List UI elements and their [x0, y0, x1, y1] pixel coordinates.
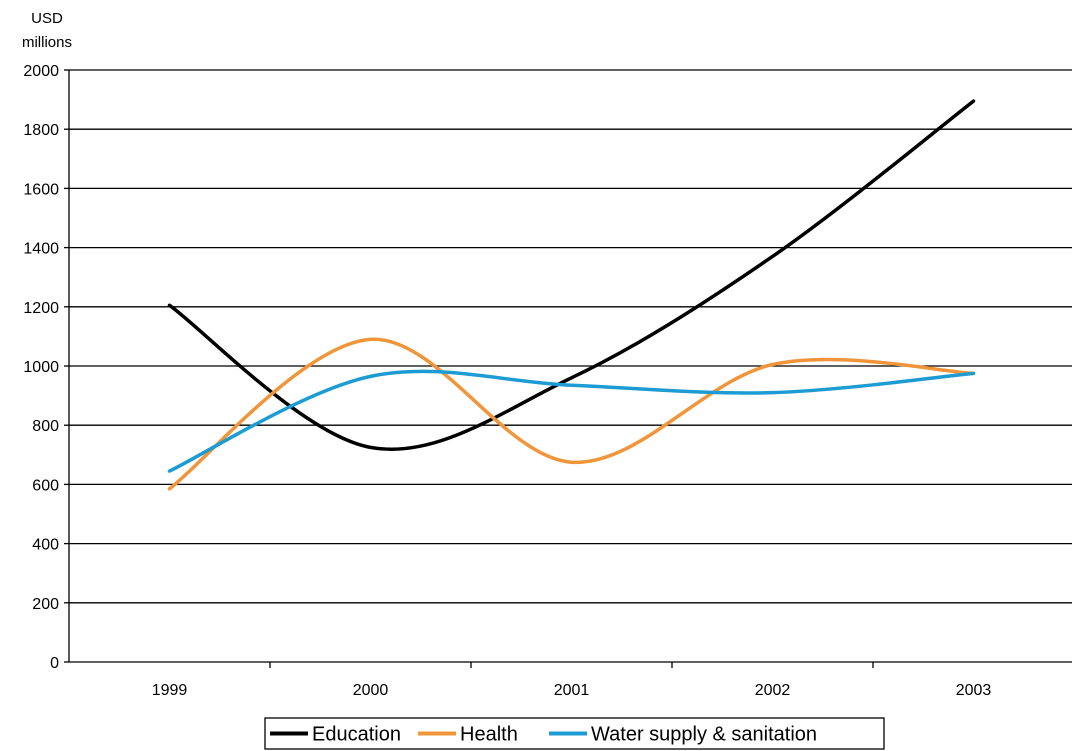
- y-tick-label: 200: [32, 596, 59, 613]
- gridlines: [69, 69, 1072, 604]
- y-tick-label: 1000: [23, 359, 59, 376]
- y-tick-label: 1200: [23, 300, 59, 317]
- y-tick-label: 1800: [23, 122, 59, 139]
- y-tick-label: 400: [32, 537, 59, 554]
- y-tick-label: 2000: [23, 63, 59, 80]
- series-line-education: [167, 99, 976, 451]
- legend-label-water-supply-sanitation: Water supply & sanitation: [591, 724, 817, 746]
- series-line-health: [167, 337, 976, 491]
- x-tick-label: 2001: [554, 682, 590, 699]
- x-tick-label: 2000: [353, 682, 389, 699]
- y-tick-label: 800: [32, 418, 59, 435]
- y-tick-label: 0: [50, 655, 59, 672]
- axes: 0 200 400 600 800 1000 1200 1400 1600 1800 2000 199…: [23, 63, 1072, 699]
- y-axis-unit-line-1: USD: [31, 10, 63, 27]
- legend-label-education: Education: [312, 724, 401, 746]
- x-tick-label: 2003: [956, 682, 992, 699]
- x-tick-label: 2002: [755, 682, 791, 699]
- series-line-water-supply-sanitation: [167, 369, 976, 473]
- y-tick-label: 600: [32, 477, 59, 494]
- legend: Education Health Water supply & sanitation: [264, 717, 885, 750]
- y-axis-unit-line-2: millions: [22, 34, 72, 51]
- x-tick-label: 1999: [152, 682, 188, 699]
- series-lines: [167, 99, 976, 491]
- legend-label-health: Health: [460, 724, 518, 746]
- y-tick-label: 1400: [23, 241, 59, 258]
- y-tick-label: 1600: [23, 181, 59, 198]
